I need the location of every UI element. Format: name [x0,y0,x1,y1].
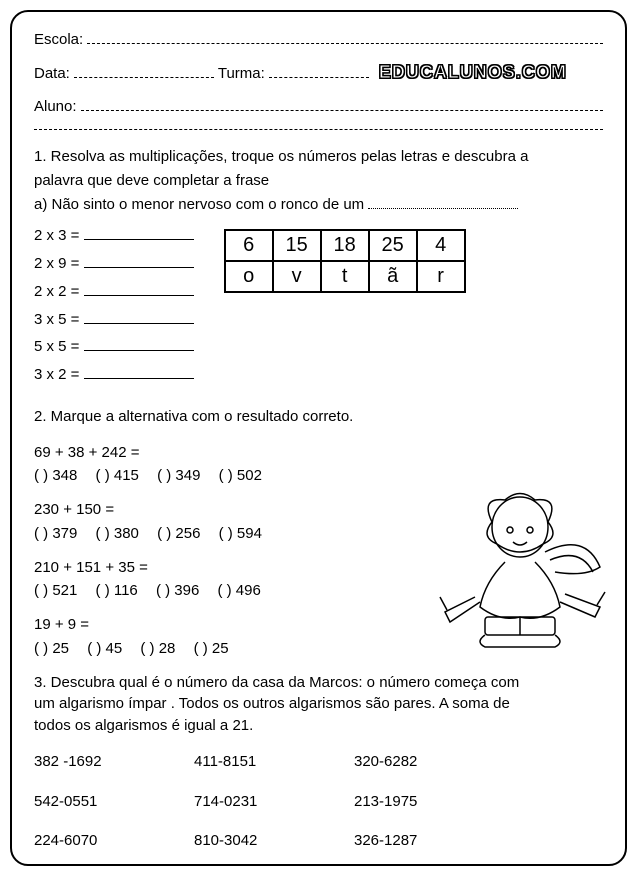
cipher-cell: o [225,261,273,292]
phone-option[interactable]: 714-0231 [194,791,354,813]
q3-block: 3. Descubra qual é o número da casa da M… [34,672,603,853]
q2-prompt: 2. Marque a alternativa com o resultado … [34,406,603,428]
q2-opt[interactable]: ( ) 45 [87,640,122,657]
q1-area: 2 x 3 = 2 x 9 = 2 x 2 = 3 x 5 = 5 x 5 = … [34,225,603,392]
mult-eq: 2 x 3 = [34,227,79,244]
q1-sub-a: a) Não sinto o menor nervoso com o ronco… [34,194,603,216]
label-data: Data: [34,65,70,82]
mult-eq: 3 x 5 = [34,311,79,328]
worksheet-page: Escola: Data: Turma: EDUCALUNOS.COM Alun… [10,10,627,866]
mult-eq: 5 x 5 = [34,338,79,355]
mult-blank[interactable] [84,365,194,379]
header-divider [34,129,603,130]
fill-escola[interactable] [87,30,603,44]
q3-prompt-l1: 3. Descubra qual é o número da casa da M… [34,672,603,694]
q2-opt[interactable]: ( ) 496 [217,582,260,599]
q1-answer-blank[interactable] [368,197,518,209]
mult-row: 2 x 9 = [34,253,194,275]
cipher-table: 6 15 18 25 4 o v t ã r [224,229,466,293]
q2-opt[interactable]: ( ) 380 [96,525,139,542]
cipher-cell: 25 [369,230,417,261]
q2-opt[interactable]: ( ) 502 [219,467,262,484]
mult-eq: 2 x 2 = [34,283,79,300]
fairy-illustration-icon [425,482,615,652]
fill-data[interactable] [74,64,214,78]
cipher-cell: 4 [417,230,465,261]
q2-eq: 69 + 38 + 242 = [34,442,603,464]
q2-opt[interactable]: ( ) 25 [194,640,229,657]
phone-option[interactable]: 224-6070 [34,830,194,852]
cipher-cell: ã [369,261,417,292]
phone-option[interactable]: 320-6282 [354,751,514,773]
q2-opt[interactable]: ( ) 521 [34,582,77,599]
phone-option[interactable]: 382 -1692 [34,751,194,773]
mult-eq: 2 x 9 = [34,255,79,272]
cipher-cell: v [273,261,321,292]
cipher-cell: 15 [273,230,321,261]
phone-option[interactable]: 213-1975 [354,791,514,813]
phone-option[interactable]: 326-1287 [354,830,514,852]
phone-option[interactable]: 810-3042 [194,830,354,852]
q2-opt[interactable]: ( ) 116 [96,582,138,599]
cipher-cell: t [321,261,369,292]
cipher-cell: 18 [321,230,369,261]
label-escola: Escola: [34,31,83,48]
q2-opt[interactable]: ( ) 349 [157,467,200,484]
row-aluno: Aluno: [34,97,603,115]
worksheet-body: 1. Resolva as multiplicações, troque os … [34,146,603,852]
q2-problem: 69 + 38 + 242 = ( ) 348 ( ) 415 ( ) 349 … [34,442,603,488]
brand-logo: EDUCALUNOS.COM [379,62,567,83]
q2-opt[interactable]: ( ) 348 [34,467,77,484]
q2-opt[interactable]: ( ) 28 [140,640,175,657]
mult-eq: 3 x 2 = [34,366,79,383]
q3-prompt-l2: um algarismo ímpar . Todos os outros alg… [34,693,603,715]
phone-option[interactable]: 542-0551 [34,791,194,813]
q2-opt[interactable]: ( ) 379 [34,525,77,542]
label-turma: Turma: [218,65,265,82]
mult-row: 2 x 2 = [34,281,194,303]
q1-prompt-l2: palavra que deve completar a frase [34,170,603,192]
mult-blank[interactable] [84,226,194,240]
q1-sub-a-text: a) Não sinto o menor nervoso com o ronco… [34,196,368,213]
cipher-row-nums: 6 15 18 25 4 [225,230,465,261]
mult-row: 3 x 2 = [34,364,194,386]
row-data-turma: Data: Turma: EDUCALUNOS.COM [34,62,603,83]
mult-list: 2 x 3 = 2 x 9 = 2 x 2 = 3 x 5 = 5 x 5 = … [34,225,194,392]
phone-grid: 382 -1692 411-8151 320-6282 542-0551 714… [34,751,603,852]
fill-turma[interactable] [269,64,369,78]
q1-prompt-l1: 1. Resolva as multiplicações, troque os … [34,146,603,168]
mult-blank[interactable] [84,337,194,351]
q2-opt[interactable]: ( ) 256 [157,525,200,542]
fill-aluno[interactable] [81,97,603,111]
mult-row: 2 x 3 = [34,225,194,247]
q2-opt[interactable]: ( ) 594 [219,525,262,542]
q3-prompt-l3: todos os algarismos é igual a 21. [34,715,603,737]
q2-opt[interactable]: ( ) 396 [156,582,199,599]
mult-blank[interactable] [84,254,194,268]
mult-blank[interactable] [84,310,194,324]
label-aluno: Aluno: [34,98,77,115]
q2-opt[interactable]: ( ) 25 [34,640,69,657]
cipher-row-letters: o v t ã r [225,261,465,292]
phone-option[interactable]: 411-8151 [194,751,354,773]
mult-row: 5 x 5 = [34,336,194,358]
mult-row: 3 x 5 = [34,309,194,331]
mult-blank[interactable] [84,282,194,296]
q2-opt[interactable]: ( ) 415 [96,467,139,484]
cipher-cell: 6 [225,230,273,261]
row-escola: Escola: [34,30,603,48]
cipher-cell: r [417,261,465,292]
